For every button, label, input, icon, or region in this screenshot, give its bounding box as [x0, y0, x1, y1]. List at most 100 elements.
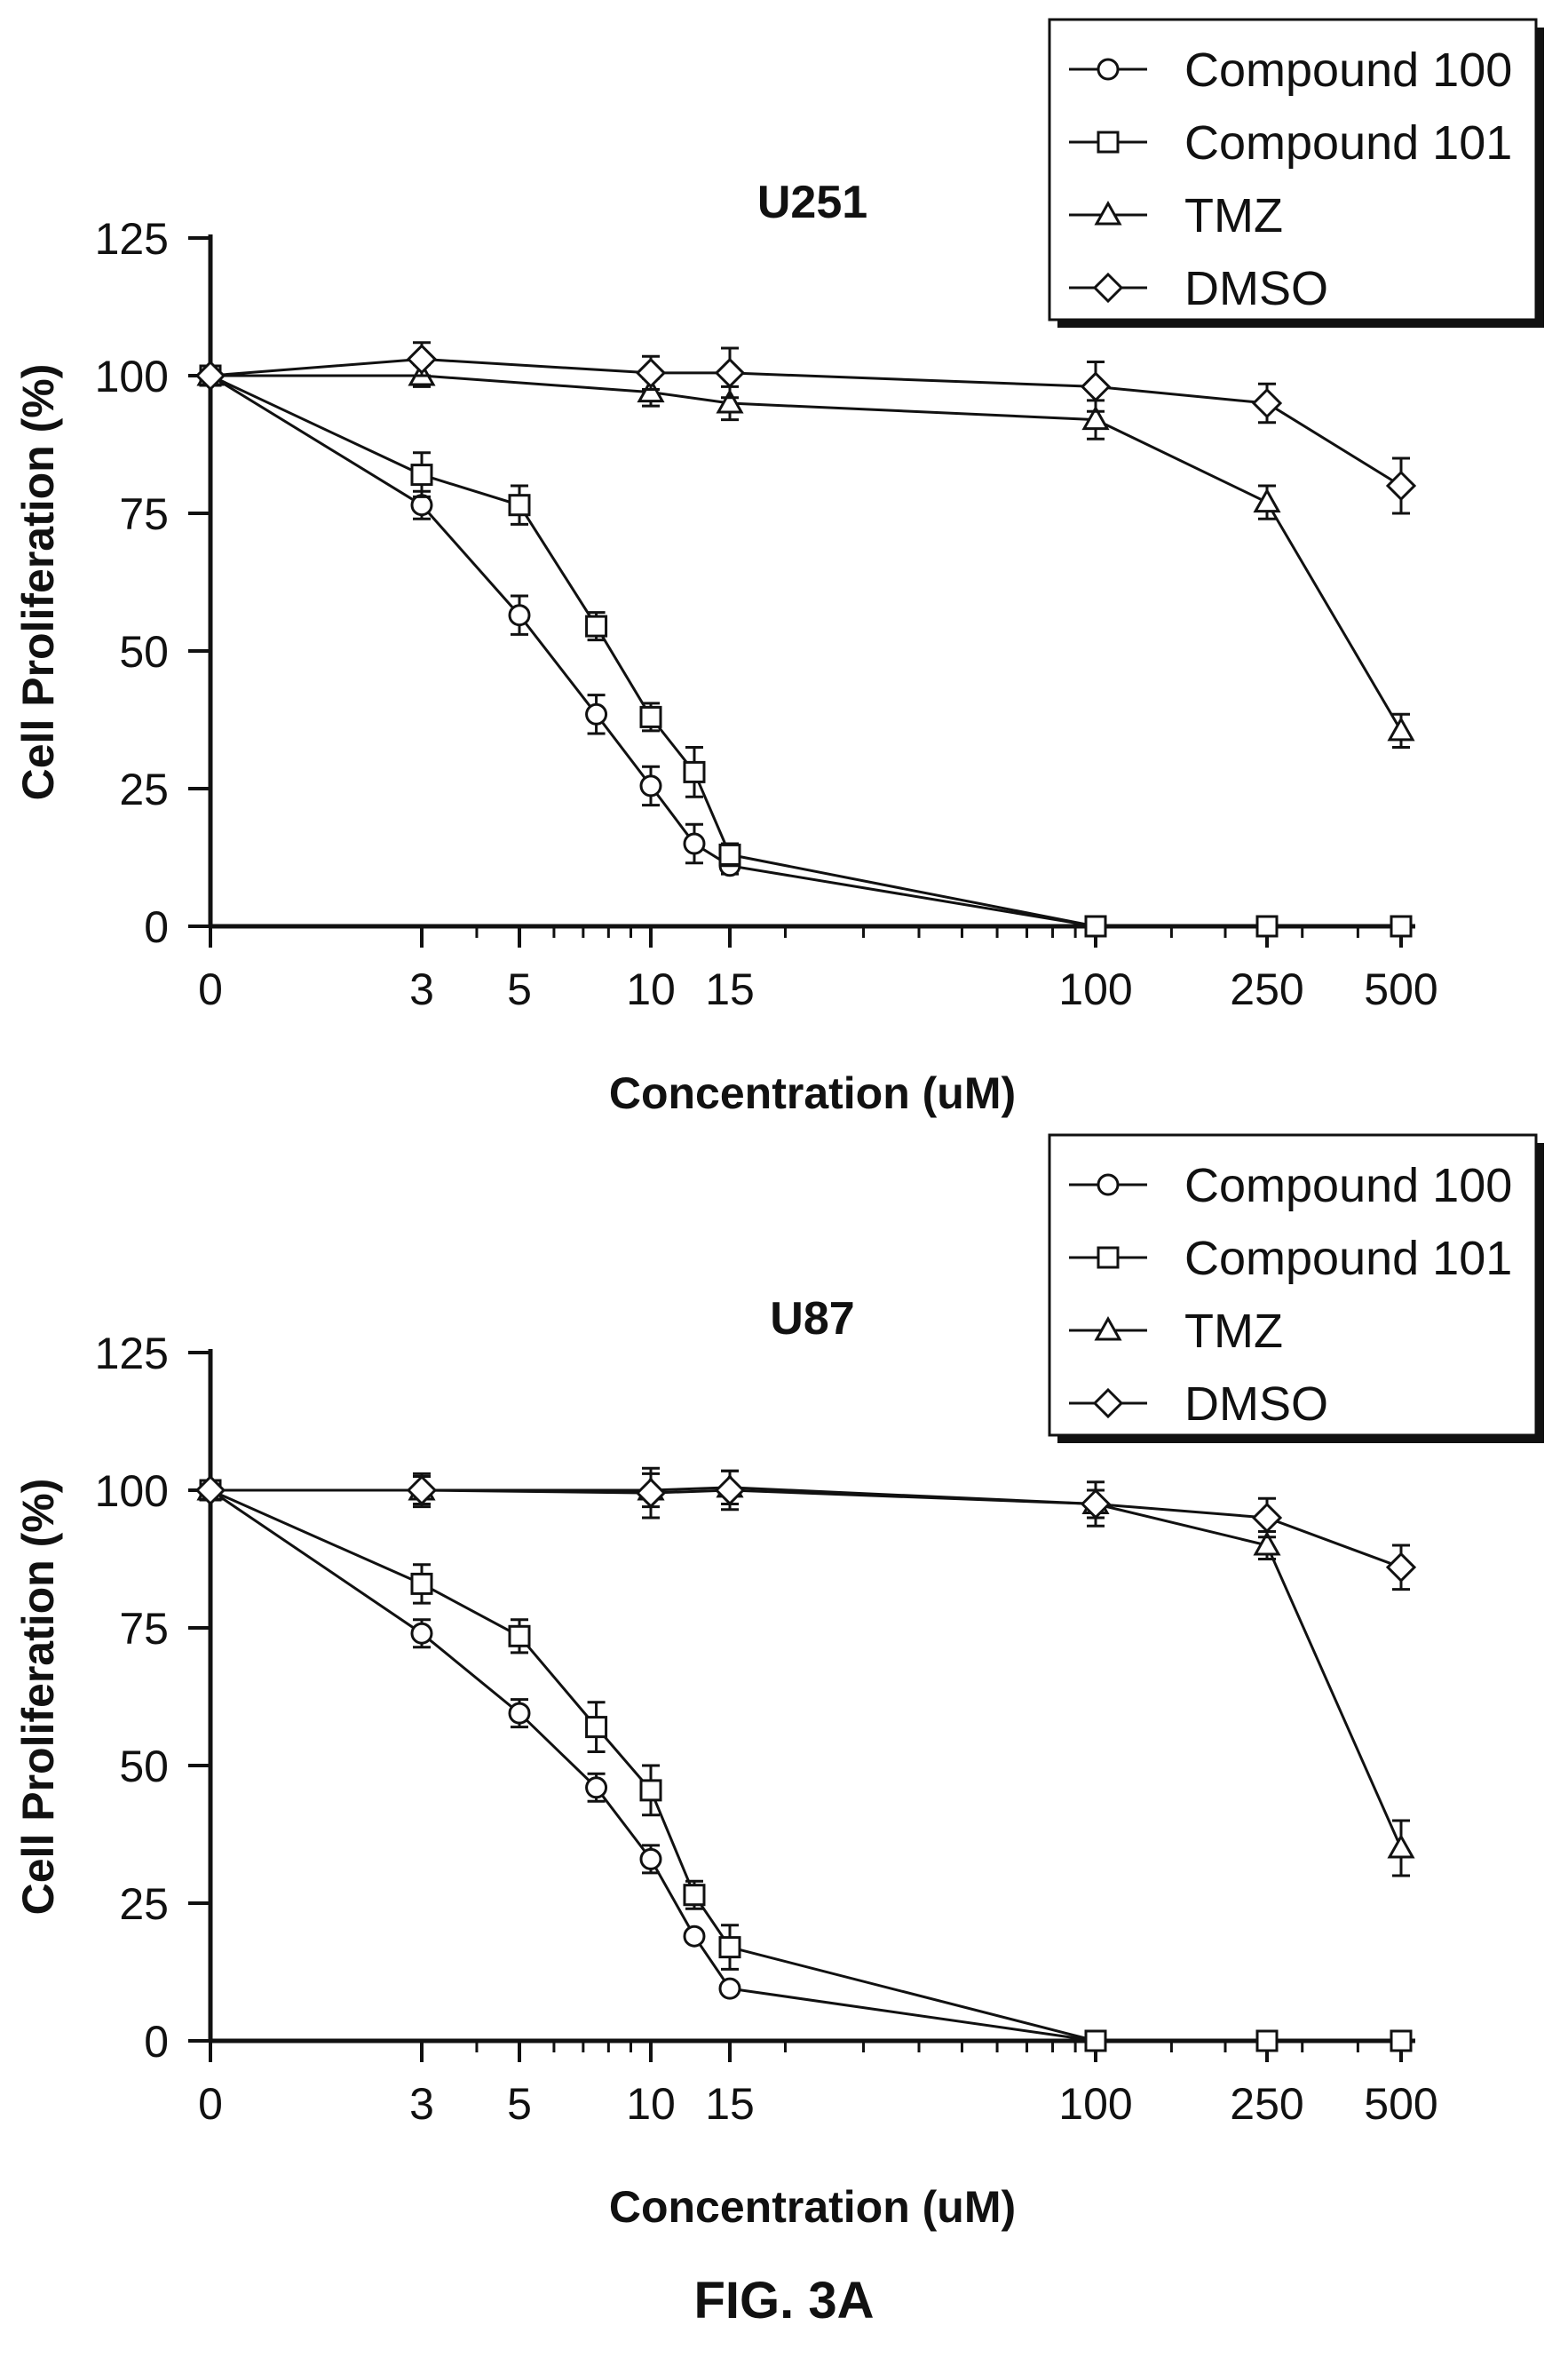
data-point [683, 760, 706, 783]
data-point [683, 1925, 706, 1948]
series-compound-101 [199, 1479, 1413, 2052]
legend-entry: Compound 101 [1069, 1232, 1512, 1285]
data-point [406, 1474, 438, 1506]
x-tick-label: 500 [1364, 964, 1437, 1014]
data-point [1385, 470, 1417, 502]
y-tick-label: 25 [119, 1879, 169, 1929]
x-tick-label: 3 [409, 2079, 434, 2129]
y-tick-label: 0 [144, 902, 169, 952]
data-point [1387, 716, 1415, 742]
y-tick-label: 75 [119, 1604, 169, 1654]
chart-title: U87 [770, 1293, 854, 1345]
legend-marker [1094, 200, 1122, 226]
series-tmz [196, 361, 1415, 749]
legend-entry: TMZ [1069, 189, 1283, 242]
x-tick-label: 500 [1364, 2079, 1437, 2129]
data-point [410, 1622, 433, 1645]
data-point [410, 1572, 433, 1595]
data-point [194, 1474, 226, 1506]
legend-marker [1097, 1246, 1120, 1269]
data-point [639, 705, 662, 728]
data-point [585, 1716, 608, 1739]
series-line [210, 374, 1403, 732]
series-line [210, 357, 1402, 488]
y-tick-label: 125 [95, 1329, 169, 1378]
data-point [508, 494, 531, 517]
x-tick-label: 15 [705, 964, 755, 1014]
data-point [1255, 915, 1279, 938]
y-axis-label: Cell Proliferation (%) [13, 1479, 63, 1916]
legend-entry: DMSO [1069, 1377, 1328, 1431]
series-dmso [194, 341, 1417, 515]
x-tick-label: 15 [705, 2079, 755, 2129]
data-point [1390, 915, 1413, 938]
figure-label: FIG. 3A [693, 2272, 874, 2329]
legend-marker [1092, 1387, 1124, 1419]
legend-entry: Compound 100 [1069, 1159, 1512, 1212]
y-tick-label: 125 [95, 214, 169, 264]
data-point [1253, 1530, 1281, 1556]
x-tick-label: 10 [626, 964, 676, 1014]
data-point [716, 388, 744, 414]
x-tick-label: 3 [409, 964, 434, 1014]
data-point [683, 1884, 706, 1907]
data-point [585, 702, 608, 726]
data-point [1385, 1552, 1417, 1583]
x-axis-label: Concentration (uM) [609, 1068, 1016, 1118]
legend-label: TMZ [1184, 189, 1283, 242]
legend-label: TMZ [1184, 1305, 1283, 1358]
data-point [585, 1776, 608, 1799]
data-point [637, 377, 665, 403]
data-point [639, 1847, 662, 1870]
series-tmz [196, 1469, 1415, 1877]
data-point [635, 357, 667, 389]
legend: Compound 100 Compound 101 TMZ DMSO [1048, 18, 1544, 328]
legend-marker [1097, 58, 1120, 81]
data-point [1084, 915, 1107, 938]
legend-marker [1097, 1173, 1120, 1196]
data-point [194, 360, 226, 392]
data-point [1081, 405, 1110, 431]
data-point [1251, 387, 1283, 419]
axes: 0 25 50 75 100 125 0 3 5 10 15 100 250 500 [95, 214, 1438, 1014]
data-point [714, 1474, 746, 1506]
data-point [639, 774, 662, 798]
series-line [210, 1488, 1401, 2043]
x-tick-label: 0 [198, 2079, 223, 2129]
x-tick-label: 0 [198, 964, 223, 1014]
data-point [1255, 2029, 1279, 2052]
data-point [410, 494, 433, 517]
legend-entry: Compound 101 [1069, 116, 1512, 170]
x-tick-label: 250 [1230, 2079, 1303, 2129]
legend-label: DMSO [1184, 1377, 1328, 1431]
y-tick-label: 100 [95, 1466, 169, 1516]
chart-title: U251 [757, 177, 867, 228]
series-line [210, 1486, 1403, 1849]
axes: 0 25 50 75 100 125 0 3 5 10 15 100 250 500 [95, 1329, 1438, 2129]
y-tick-label: 25 [119, 765, 169, 814]
data-point [508, 1702, 531, 1725]
y-tick-label: 50 [119, 1742, 169, 1791]
data-point [1080, 1488, 1112, 1520]
y-tick-label: 100 [95, 352, 169, 401]
series-line [210, 1488, 1402, 1569]
data-point [683, 832, 706, 855]
data-point [1084, 2029, 1107, 2052]
x-tick-label: 250 [1230, 964, 1303, 1014]
data-point [635, 1477, 667, 1509]
series-line [210, 374, 1401, 928]
legend-marker [1094, 1315, 1122, 1341]
y-tick-label: 75 [119, 489, 169, 539]
series-compound-101 [199, 364, 1413, 938]
chart-u251: 0 25 50 75 100 125 0 3 5 10 15 100 250 500 U251 Concent… [13, 18, 1544, 1118]
legend-entry: Compound 100 [1069, 44, 1512, 97]
x-tick-label: 5 [507, 2079, 532, 2129]
legend-entry: TMZ [1069, 1305, 1283, 1358]
y-tick-label: 50 [119, 627, 169, 677]
data-point [718, 1977, 741, 2000]
data-point [1387, 1833, 1415, 1859]
legend-label: Compound 101 [1184, 1232, 1512, 1285]
y-axis-label: Cell Proliferation (%) [13, 364, 63, 801]
data-point [1251, 1502, 1283, 1534]
